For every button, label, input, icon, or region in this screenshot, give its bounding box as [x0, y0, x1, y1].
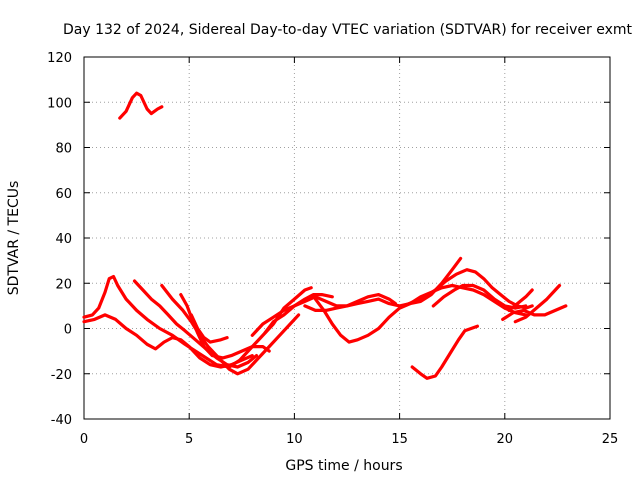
series-arc-7: [189, 313, 229, 344]
series-arc-13: [410, 324, 479, 380]
y-tick-label: 120: [47, 51, 72, 66]
y-axis-label: SDTVAR / TECUs: [6, 181, 22, 296]
chart-title: Day 132 of 2024, Sidereal Day-to-day VTE…: [63, 22, 633, 38]
series-group: [82, 91, 568, 380]
series-arc-3: [132, 279, 259, 369]
y-tick-label: 100: [47, 96, 72, 111]
series-arc-15: [513, 283, 562, 324]
x-tick-label: 0: [80, 432, 88, 447]
series-arc-4: [160, 283, 301, 376]
series-arc-6: [82, 313, 254, 369]
x-tick-label: 5: [185, 432, 193, 447]
ticks: -40 -20 0 20 40 60 80 100 120 0 5 10 15 20 25: [47, 51, 618, 447]
y-tick-label: 60: [55, 187, 72, 202]
series-arc-1: [118, 91, 164, 120]
x-tick-label: 15: [391, 432, 408, 447]
series-arc-14: [431, 283, 528, 310]
x-tick-label: 10: [286, 432, 303, 447]
y-tick-label: 80: [55, 142, 72, 157]
grid: [84, 57, 610, 419]
y-tick-label: -20: [51, 368, 72, 383]
y-tick-label: 0: [64, 323, 72, 338]
y-tick-label: 40: [55, 232, 72, 247]
plot-frame: [83, 56, 611, 420]
series-arc-9: [263, 293, 397, 335]
series-arc-17: [507, 288, 534, 312]
y-tick-label: -40: [51, 413, 72, 428]
x-tick-label: 25: [602, 432, 619, 447]
x-tick-label: 20: [497, 432, 514, 447]
series-arc-16: [501, 304, 568, 321]
x-axis-label: GPS time / hours: [285, 458, 402, 474]
y-tick-label: 20: [55, 277, 72, 292]
